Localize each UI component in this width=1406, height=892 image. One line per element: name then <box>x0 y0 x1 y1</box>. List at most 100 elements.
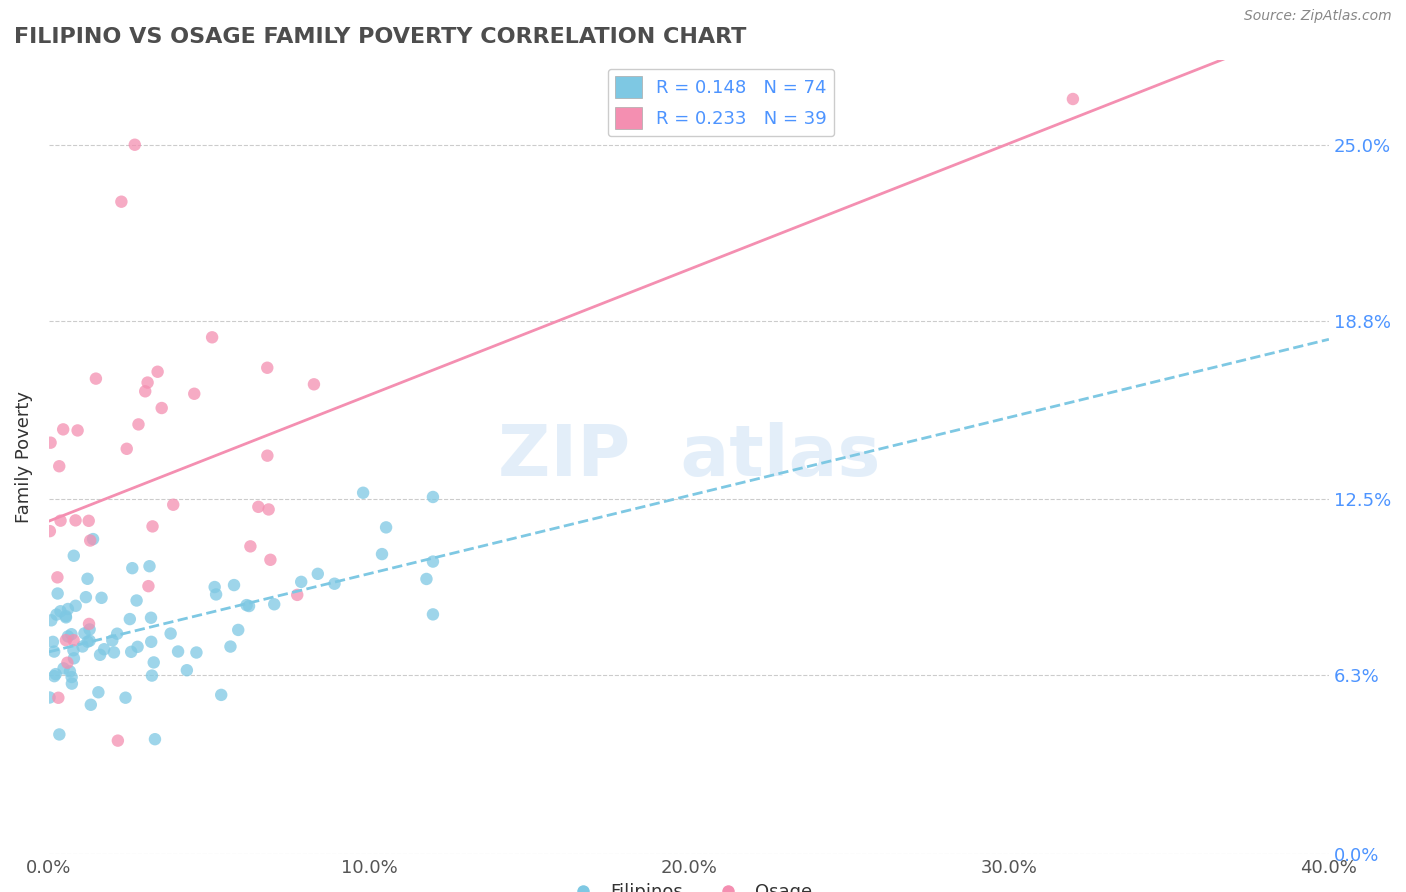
Point <box>127 640 149 654</box>
Point <box>186 646 208 660</box>
Point <box>90 591 112 605</box>
Point <box>134 384 156 399</box>
Point <box>422 607 444 622</box>
Point <box>127 417 149 432</box>
Point <box>65 599 87 613</box>
Point <box>44 644 66 658</box>
Point <box>93 642 115 657</box>
Point <box>62 549 84 563</box>
Point <box>124 137 146 152</box>
Legend: Filipinos, Osage: Filipinos, Osage <box>558 876 820 892</box>
Point <box>141 519 163 533</box>
Point <box>146 365 169 379</box>
Point <box>75 590 97 604</box>
Point <box>56 656 79 670</box>
Point <box>256 449 278 463</box>
Point <box>257 502 280 516</box>
Point <box>39 435 62 450</box>
Point <box>120 645 142 659</box>
Point <box>422 555 444 569</box>
Point <box>422 490 444 504</box>
Point <box>82 532 104 546</box>
Point <box>60 676 83 690</box>
Point <box>114 690 136 705</box>
Point <box>60 627 83 641</box>
Point <box>302 377 325 392</box>
Point <box>52 422 75 436</box>
Point <box>87 685 110 699</box>
Point <box>105 626 128 640</box>
Point <box>46 586 69 600</box>
Point <box>150 401 173 415</box>
Point <box>204 580 226 594</box>
Point <box>84 371 107 385</box>
Point <box>80 698 103 712</box>
Point <box>352 485 374 500</box>
Point <box>138 559 160 574</box>
Point <box>110 194 132 209</box>
Point <box>59 665 82 679</box>
Point <box>72 640 94 654</box>
Point <box>142 656 165 670</box>
Point <box>38 524 60 538</box>
Point <box>101 633 124 648</box>
Y-axis label: Family Poverty: Family Poverty <box>15 391 32 523</box>
Point <box>46 570 69 584</box>
Point <box>45 607 67 622</box>
Point <box>226 623 249 637</box>
Point <box>125 593 148 607</box>
Point <box>63 651 86 665</box>
Point <box>55 610 77 624</box>
Point <box>118 612 141 626</box>
Point <box>141 635 163 649</box>
Point <box>79 533 101 548</box>
Point <box>256 360 278 375</box>
Point <box>371 547 394 561</box>
Point <box>55 609 77 624</box>
Point <box>107 733 129 747</box>
Point <box>52 661 75 675</box>
Point <box>1062 92 1084 106</box>
Point <box>38 690 60 705</box>
Point <box>263 597 285 611</box>
Point <box>159 626 181 640</box>
Point <box>60 670 83 684</box>
Point <box>73 626 96 640</box>
Point <box>121 561 143 575</box>
Point <box>48 459 70 474</box>
Point <box>415 572 437 586</box>
Point <box>48 690 70 705</box>
Text: FILIPINO VS OSAGE FAMILY POVERTY CORRELATION CHART: FILIPINO VS OSAGE FAMILY POVERTY CORRELA… <box>14 27 747 46</box>
Point <box>247 500 270 514</box>
Point <box>162 498 184 512</box>
Point <box>42 635 65 649</box>
Point <box>56 602 79 616</box>
Point <box>201 330 224 344</box>
Point <box>48 727 70 741</box>
Point <box>66 424 89 438</box>
Text: Source: ZipAtlas.com: Source: ZipAtlas.com <box>1244 9 1392 23</box>
Point <box>209 688 232 702</box>
Point <box>79 633 101 648</box>
Point <box>49 514 72 528</box>
Point <box>45 667 67 681</box>
Point <box>76 634 98 648</box>
Point <box>138 579 160 593</box>
Point <box>56 629 79 643</box>
Point <box>290 574 312 589</box>
Text: ZIP  atlas: ZIP atlas <box>498 423 880 491</box>
Point <box>139 611 162 625</box>
Point <box>79 623 101 637</box>
Point <box>55 633 77 648</box>
Point <box>103 645 125 659</box>
Point <box>89 648 111 662</box>
Point <box>136 376 159 390</box>
Point <box>76 572 98 586</box>
Point <box>285 588 308 602</box>
Point <box>77 514 100 528</box>
Point <box>77 616 100 631</box>
Point <box>259 553 281 567</box>
Point <box>39 613 62 627</box>
Point <box>219 640 242 654</box>
Point <box>62 633 84 648</box>
